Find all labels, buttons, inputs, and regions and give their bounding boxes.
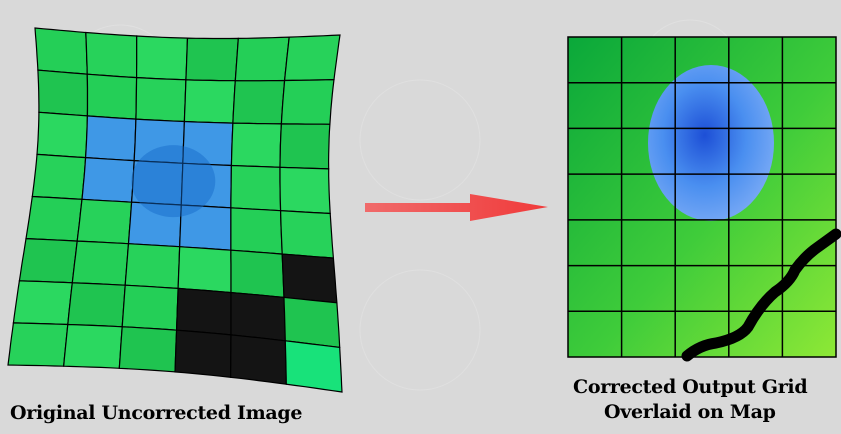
grid-cell [279,210,335,259]
grid-cell [230,334,287,385]
grid-cell [281,253,338,304]
grid-cell [63,323,123,369]
grid-cell [121,284,179,331]
grid-cell [67,282,126,328]
grid-cell [280,78,335,125]
grid-cell [118,326,178,373]
grid-cell [25,195,83,242]
grid-cell [85,31,138,79]
grid-cell [124,243,181,290]
corrected-map [567,36,841,362]
grid-cell [283,296,341,349]
uncorrected-image [7,27,343,393]
grid-cell [174,329,232,378]
grid-cell [71,240,130,286]
grid-cell [177,246,232,294]
grid-cell [37,69,89,117]
grid-cell [76,198,133,245]
water-body [648,65,774,221]
grid-cell [84,115,137,162]
grid-cell [7,322,69,367]
grid-cell [36,111,89,159]
grid-cell [279,123,331,170]
grid-cell [279,166,331,215]
grid-cell [31,153,87,200]
grid-cell [18,237,78,284]
grid-cell [230,207,283,255]
grid-cell [135,76,187,123]
grid-cell [34,27,88,75]
grid-cell [234,36,290,82]
grid-cell [136,35,189,81]
right-arrow-icon [365,194,548,221]
caption-corrected-output-grid: Corrected Output Grid [573,376,808,398]
grid-cell [185,37,239,82]
road-path [681,228,841,362]
grid-cell [183,79,236,124]
grid-cell [283,34,341,82]
grid-cell [230,164,282,212]
water-core [131,145,216,218]
caption-overlaid-on-map: Overlaid on Map [604,401,776,423]
grid-cell [86,73,138,120]
grid-cell [12,280,73,326]
grid-cell [230,291,286,342]
caption-original-uncorrected-image: Original Uncorrected Image [10,402,303,424]
grid-cell [284,340,343,393]
grid-cell [81,156,135,203]
grid-cell [230,122,283,168]
grid-cell [232,79,286,125]
grid-cell [175,287,232,336]
grid-cell [230,249,285,299]
